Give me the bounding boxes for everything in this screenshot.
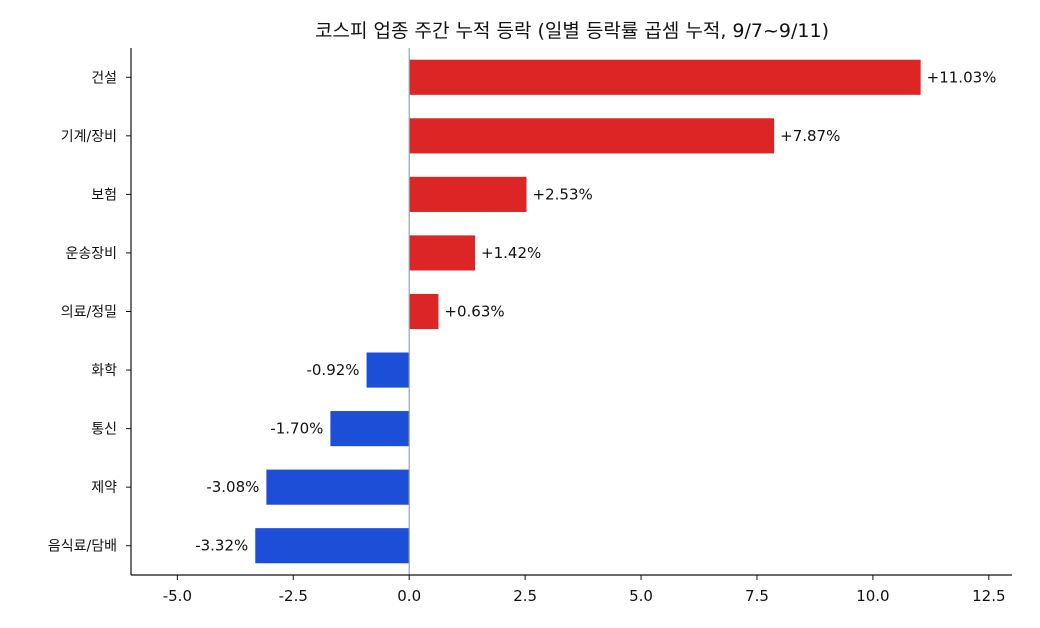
bar-2 bbox=[409, 176, 527, 212]
category-label: 건설 bbox=[91, 70, 117, 86]
category-label: 화학 bbox=[91, 363, 117, 379]
x-tick-label: 10.0 bbox=[856, 587, 889, 605]
bar-3 bbox=[409, 235, 476, 271]
x-tick-label: 5.0 bbox=[629, 587, 653, 605]
data-label: +2.53% bbox=[533, 185, 593, 203]
category-label: 기계/장비 bbox=[61, 129, 117, 145]
data-label: -3.08% bbox=[206, 478, 259, 496]
bar-6 bbox=[330, 411, 410, 447]
bar-8 bbox=[255, 528, 410, 564]
bar-0 bbox=[409, 59, 921, 95]
category-label: 의료/정밀 bbox=[61, 305, 117, 321]
x-tick-label: 0.0 bbox=[397, 587, 421, 605]
x-tick-label: -2.5 bbox=[279, 587, 308, 605]
bar-4 bbox=[409, 293, 439, 330]
x-tick-label: -5.0 bbox=[163, 587, 192, 605]
bars-layer bbox=[255, 59, 921, 564]
category-label: 제약 bbox=[91, 480, 117, 496]
category-label: 통신 bbox=[91, 422, 117, 438]
data-label: +11.03% bbox=[927, 68, 997, 86]
data-label: -1.70% bbox=[270, 420, 323, 438]
category-label: 음식료/담배 bbox=[48, 539, 117, 555]
bar-1 bbox=[409, 118, 775, 154]
data-label: -3.32% bbox=[195, 537, 248, 555]
bar-5 bbox=[366, 352, 410, 388]
data-label: +7.87% bbox=[780, 127, 840, 145]
x-tick-label: 12.5 bbox=[972, 587, 1005, 605]
bar-7 bbox=[266, 469, 410, 505]
category-label: 운송장비 bbox=[65, 246, 117, 262]
data-label: -0.92% bbox=[306, 361, 359, 379]
x-tick-label: 2.5 bbox=[513, 587, 537, 605]
category-label: 보험 bbox=[91, 187, 117, 203]
data-label: +0.63% bbox=[444, 303, 504, 321]
data-label: +1.42% bbox=[481, 244, 541, 262]
labels-layer: +11.03% +7.87% +2.53% +1.42% +0.63% -0.92% -1.… bbox=[195, 68, 996, 554]
x-tick-label: 7.5 bbox=[745, 587, 769, 605]
chart-title: 코스피 업종 주간 누적 등락 (일별 등락률 곱셈 누적, 9/7~9/11) bbox=[315, 20, 829, 42]
